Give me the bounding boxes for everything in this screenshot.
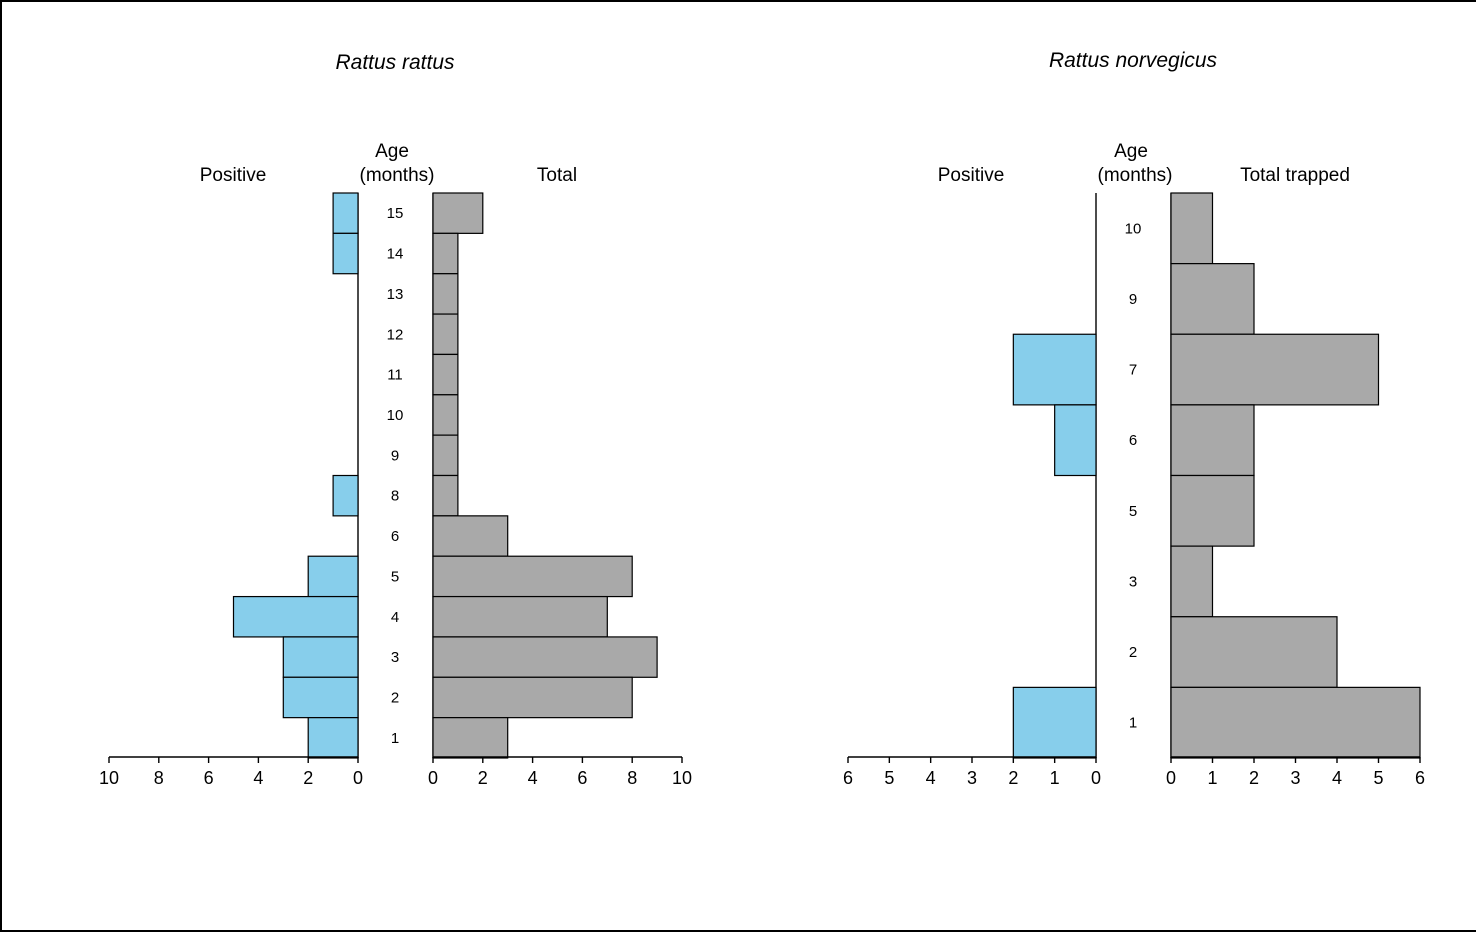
total-header: Total trapped (1240, 165, 1350, 186)
total-x-tick-label: 10 (672, 768, 692, 788)
positive-x-tick-label: 8 (154, 768, 164, 788)
age-header-line2: (months) (1098, 165, 1173, 186)
positive-bar (307, 555, 359, 598)
positive-header: Positive (200, 165, 267, 186)
positive-x-tick-label: 4 (926, 768, 936, 788)
positive-x-tick-label: 0 (353, 768, 363, 788)
age-label: 10 (387, 407, 404, 424)
total-bar (1170, 545, 1214, 618)
total-bar (432, 394, 459, 436)
age-header-line2: (months) (360, 165, 435, 186)
positive-bar (307, 717, 359, 759)
positive-bar (1012, 686, 1097, 759)
age-label: 13 (387, 286, 404, 303)
positive-bar (332, 474, 359, 517)
age-label: 9 (391, 447, 399, 464)
age-label: 2 (391, 689, 399, 706)
total-bar (432, 717, 509, 759)
total-bar (432, 273, 459, 315)
total-bar (432, 353, 459, 396)
total-x-tick-label: 2 (478, 768, 488, 788)
age-label: 8 (391, 488, 399, 505)
total-bar (432, 434, 459, 477)
positive-bar (282, 636, 359, 678)
total-x-tick-label: 2 (1249, 768, 1259, 788)
age-label: 9 (1129, 291, 1137, 308)
total-header: Total (537, 165, 577, 186)
total-x-tick-label: 4 (1332, 768, 1342, 788)
panel-title: Rattus norvegicus (1049, 49, 1218, 72)
age-label: 6 (391, 528, 399, 545)
total-bar (1170, 404, 1255, 477)
positive-x-tick-label: 4 (253, 768, 263, 788)
total-bar (432, 474, 459, 517)
positive-bar (1012, 333, 1097, 406)
total-bar (1170, 474, 1255, 547)
total-bar (432, 515, 509, 557)
age-header-line1: Age (1114, 141, 1148, 162)
positive-x-tick-label: 2 (303, 768, 313, 788)
total-x-tick-label: 5 (1373, 768, 1383, 788)
age-label: 15 (387, 205, 404, 222)
total-bar (432, 676, 633, 719)
age-label: 2 (1129, 644, 1137, 661)
total-x-tick-label: 6 (577, 768, 587, 788)
age-label: 12 (387, 326, 404, 343)
positive-bar (232, 595, 359, 638)
positive-x-tick-label: 6 (843, 768, 853, 788)
age-label: 11 (387, 367, 403, 384)
positive-bar (332, 232, 359, 275)
total-x-tick-label: 6 (1415, 768, 1425, 788)
age-label: 10 (1125, 220, 1142, 237)
total-bar (432, 636, 658, 678)
age-label: 3 (1129, 573, 1137, 590)
positive-bar (282, 676, 359, 719)
positive-x-tick-label: 3 (967, 768, 977, 788)
age-label: 3 (391, 649, 399, 666)
positive-header: Positive (938, 165, 1005, 186)
total-bar (1170, 616, 1338, 688)
total-bar (1170, 333, 1380, 406)
total-bar (432, 555, 633, 598)
total-x-tick-label: 3 (1290, 768, 1300, 788)
total-bar (1170, 263, 1255, 335)
age-label: 5 (1129, 503, 1137, 520)
positive-bar (332, 192, 359, 234)
positive-x-tick-label: 2 (1008, 768, 1018, 788)
positive-x-tick-label: 5 (884, 768, 894, 788)
positive-bar (1054, 404, 1097, 477)
positive-x-tick-label: 6 (204, 768, 214, 788)
age-label: 5 (391, 568, 399, 585)
positive-x-tick-label: 10 (99, 768, 119, 788)
total-bar (1170, 686, 1421, 759)
panel-rattus-norvegicus: Rattus norvegicus Positive Age (months) … (843, 49, 1425, 788)
positive-x-tick-label: 1 (1050, 768, 1060, 788)
age-label: 14 (387, 246, 404, 263)
total-x-tick-label: 4 (528, 768, 538, 788)
panel-rattus-rattus: Rattus rattus Positive Age (months) Tota… (99, 51, 692, 788)
total-x-tick-label: 8 (627, 768, 637, 788)
total-bar (432, 595, 608, 638)
total-bar (1170, 192, 1214, 265)
age-label: 7 (1129, 362, 1137, 379)
total-bar (432, 192, 484, 234)
age-label: 1 (1129, 715, 1137, 732)
age-label: 1 (391, 730, 399, 747)
total-x-tick-label: 0 (428, 768, 438, 788)
age-header-line1: Age (375, 141, 409, 162)
age-label: 6 (1129, 432, 1137, 449)
total-x-tick-label: 0 (1166, 768, 1176, 788)
age-label: 4 (391, 609, 399, 626)
total-bar (432, 232, 459, 275)
total-x-tick-label: 1 (1207, 768, 1217, 788)
panel-title: Rattus rattus (335, 51, 455, 74)
positive-x-tick-label: 0 (1091, 768, 1101, 788)
total-bar (432, 313, 459, 356)
